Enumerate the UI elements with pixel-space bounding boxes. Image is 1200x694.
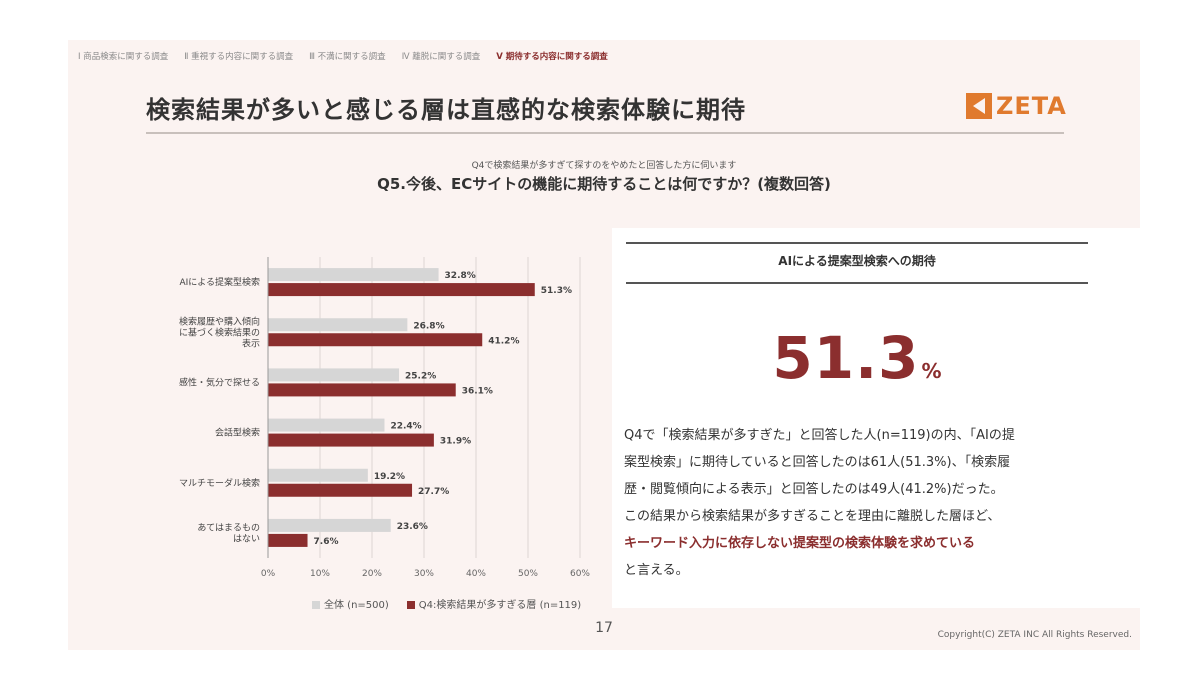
data-label: 19.2% (374, 472, 405, 482)
data-label: 25.2% (405, 371, 436, 381)
body-line-1: Q4で「検索結果が多すぎた」と回答した人(n=119)の内、「AIの提 (624, 428, 1015, 443)
bar-all (268, 368, 400, 382)
legend-item-q4: Q4:検索結果が多すぎる層 (n=119) (406, 596, 582, 611)
body-line-4: この結果から検索結果が多すぎることを理由に離脱した層ほど、 (624, 509, 1001, 524)
data-label: 51.3% (541, 286, 572, 296)
bar-q4 (268, 383, 456, 397)
bar-q4 (268, 483, 413, 497)
bar-q4 (268, 283, 535, 297)
data-label: 36.1% (462, 386, 493, 396)
data-label: 31.9% (440, 437, 471, 447)
slide: Ⅰ 商品検索に関する調査 Ⅱ 重視する内容に関する調査 Ⅲ 不満に関する調査 Ⅳ… (68, 40, 1146, 650)
data-label: 7.6% (314, 537, 339, 547)
nav-item-2[interactable]: Ⅱ 重視する内容に関する調査 (184, 52, 294, 62)
nav-item-3[interactable]: Ⅲ 不満に関する調査 (309, 52, 386, 62)
logo-text: ZETA (996, 92, 1067, 120)
category-label: AIによる提案型検索 (179, 276, 260, 288)
x-tick-label: 50% (518, 569, 538, 579)
nav-item-5-active[interactable]: Ⅴ 期待する内容に関する調査 (496, 52, 608, 62)
bar-all (268, 318, 408, 332)
panel-heading: AIによる提案型検索への期待 (778, 254, 936, 268)
category-label: マルチモーダル検索 (179, 477, 260, 489)
category-label: 感性・気分で探せる (179, 376, 260, 388)
insight-panel: AIによる提案型検索への期待 51.3% Q4で「検索結果が多すぎた」と回答した… (612, 228, 1146, 608)
bar-all (268, 268, 439, 282)
zeta-logo: ZETA (966, 92, 1067, 120)
data-label: 41.2% (488, 336, 519, 346)
panel-bottom-rule (626, 282, 1088, 284)
body-line-2: 案型検索」に期待していると回答したのは61人(51.3%)、「検索履 (624, 455, 1011, 470)
bar-q4 (268, 333, 483, 347)
nav-item-1[interactable]: Ⅰ 商品検索に関する調査 (78, 52, 169, 62)
bar-chart: 0% 10% 20% 30% 40% 50% 60% AIによる提案型検索 32.8% 51.3%… (179, 257, 590, 579)
x-tick-label: 60% (570, 569, 590, 579)
bar-all (268, 518, 391, 532)
chart-legend: 全体 (n=500) Q4:検索結果が多すぎる層 (n=119) (312, 596, 581, 611)
x-tick-label: 30% (414, 569, 434, 579)
body-line-3: 歴・閲覧傾向による表示」と回答したのは49人(41.2%)だった。 (624, 482, 1004, 497)
category-label: はない (233, 533, 260, 544)
highlight-stat: 51.3% (626, 324, 1088, 392)
x-tick-label: 0% (261, 569, 276, 579)
category-label: あてはまるもの (197, 522, 260, 533)
bar-all (268, 468, 368, 482)
data-label: 32.8% (445, 271, 476, 281)
x-tick-label: 20% (362, 569, 382, 579)
data-label: 23.6% (397, 522, 428, 532)
highlight-number: 51.3 (772, 324, 920, 392)
body-highlight: キーワード入力に依存しない提案型の検索体験を求めている (624, 536, 976, 551)
page-number: 17 (595, 620, 613, 636)
copyright: Copyright(C) ZETA INC All Rights Reserve… (937, 630, 1132, 640)
panel-top-rule (626, 242, 1088, 244)
bar-all (268, 418, 385, 432)
panel-body: Q4で「検索結果が多すぎた」と回答した人(n=119)の内、「AIの提 案型検索… (624, 422, 1094, 584)
data-label: 27.7% (418, 487, 449, 497)
question-title: Q5.今後、ECサイトの機能に期待することは何ですか？(複数回答) (377, 175, 831, 193)
legend-item-all: 全体 (n=500) (312, 596, 389, 611)
x-tick-label: 10% (310, 569, 330, 579)
legend-swatch-q4 (406, 601, 415, 609)
data-label: 26.8% (413, 321, 444, 331)
question-subtext: Q4で検索結果が多すぎて探すのをやめたと回答した方に伺います (471, 161, 737, 171)
body-closing: と言える。 (624, 563, 689, 578)
logo-mark-icon (966, 93, 992, 119)
section-nav: Ⅰ 商品検索に関する調査 Ⅱ 重視する内容に関する調査 Ⅲ 不満に関する調査 Ⅳ… (78, 50, 608, 62)
data-label: 22.4% (390, 422, 421, 432)
highlight-unit: % (921, 359, 942, 383)
title-divider (146, 132, 1064, 134)
bar-q4 (268, 533, 308, 547)
category-label: 検索履歴や購入傾向 (179, 315, 260, 327)
bar-q4 (268, 433, 434, 447)
category-label: に基づく検索結果の (179, 326, 260, 338)
legend-label-q4: Q4:検索結果が多すぎる層 (n=119) (418, 600, 582, 611)
category-label: 会話型検索 (215, 427, 260, 439)
nav-item-4[interactable]: Ⅳ 離脱に関する調査 (401, 52, 481, 62)
x-tick-label: 40% (466, 569, 486, 579)
legend-label-all: 全体 (n=500) (324, 600, 389, 611)
category-label: 表示 (242, 337, 260, 349)
legend-swatch-all (312, 601, 320, 609)
page-title: 検索結果が多いと感じる層は直感的な検索体験に期待 (146, 96, 746, 124)
